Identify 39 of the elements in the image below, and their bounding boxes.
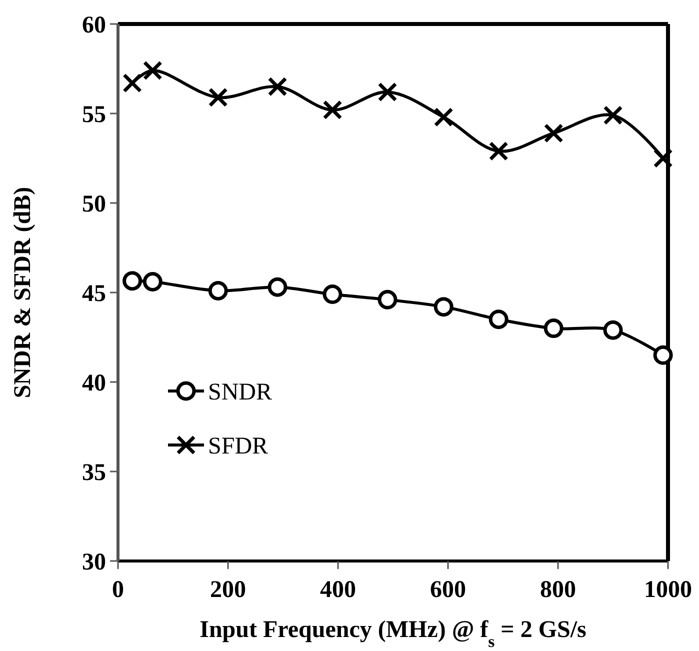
y-tick-label: 30 xyxy=(82,549,106,576)
point xyxy=(544,318,564,338)
y-tick-label: 45 xyxy=(82,280,106,307)
y-tick-label: 55 xyxy=(82,102,106,128)
point xyxy=(434,297,454,317)
point xyxy=(544,123,564,143)
point xyxy=(208,280,228,300)
x-tick-label: 600 xyxy=(430,577,466,603)
point xyxy=(122,73,142,93)
y-tick-label: 35 xyxy=(82,460,106,486)
x-tick-label: 200 xyxy=(210,577,246,603)
x-tick-label: 1000 xyxy=(644,577,692,603)
point xyxy=(142,60,162,80)
point xyxy=(653,148,673,168)
point xyxy=(603,320,623,340)
x-tick-label: 0 xyxy=(112,577,124,603)
x-tick-label: 400 xyxy=(320,577,356,603)
point xyxy=(268,76,288,96)
point xyxy=(122,271,142,291)
point xyxy=(603,106,623,126)
y-tick-label: 40 xyxy=(82,370,106,396)
point xyxy=(434,107,454,127)
legend-label: SFDR xyxy=(208,433,268,460)
point xyxy=(488,310,508,330)
y-tick-label: 50 xyxy=(82,191,106,218)
point xyxy=(378,290,398,310)
point xyxy=(322,284,342,304)
point xyxy=(268,277,288,297)
point xyxy=(322,100,342,120)
point xyxy=(653,345,673,365)
x-axis-title: Input Frequency (MHz) @ f$_{s}$ = 2 GS/s xyxy=(200,617,586,650)
y-axis-title: SNDR & SFDR (dB) xyxy=(10,186,36,398)
legend-label: SNDR xyxy=(208,379,272,406)
point xyxy=(142,272,162,292)
point xyxy=(378,82,398,102)
point xyxy=(488,141,508,161)
point xyxy=(208,88,228,108)
y-tick-label: 60 xyxy=(82,12,106,38)
x-tick-label: 800 xyxy=(540,577,576,603)
